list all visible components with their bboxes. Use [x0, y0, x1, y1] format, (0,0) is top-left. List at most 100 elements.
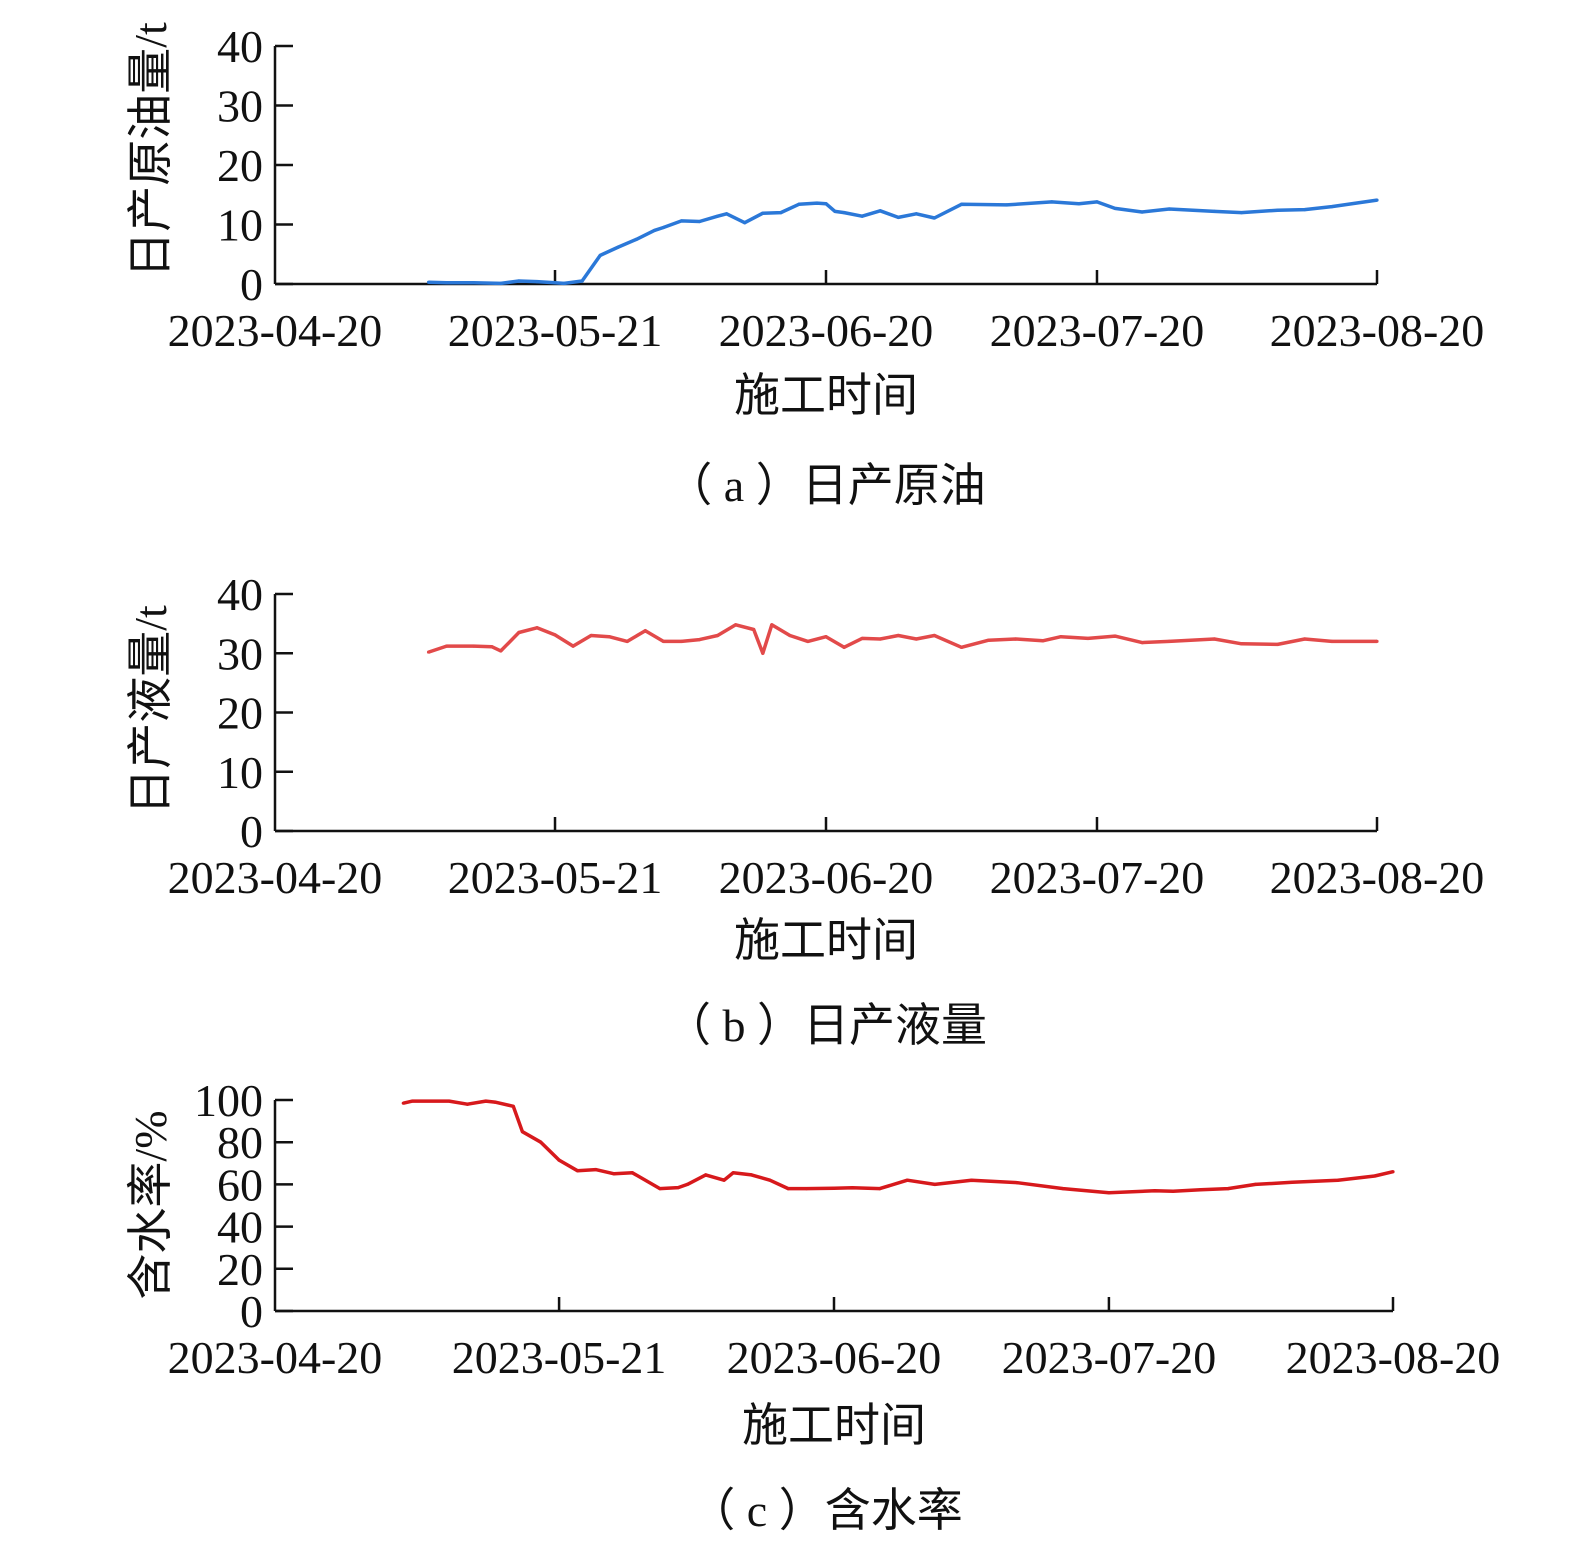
data-point [731, 1171, 735, 1175]
data-point [860, 636, 864, 641]
y-tick-label: 40 [217, 21, 263, 72]
data-point [499, 649, 503, 653]
x-tick-label: 2023-08-20 [1270, 305, 1485, 356]
data-point [704, 1173, 708, 1177]
data-point [878, 1187, 882, 1191]
data-point [1198, 1188, 1203, 1192]
y-tick-label: 10 [217, 747, 263, 798]
data-point [815, 201, 819, 205]
x-tick-label: 2023-06-20 [727, 1332, 942, 1383]
data-point [722, 1178, 726, 1182]
data-point [878, 209, 882, 213]
series-line [428, 198, 1378, 286]
data-point [1061, 1187, 1065, 1191]
panel-caption: （ a ）日产原油 [666, 460, 985, 511]
data-point [1375, 198, 1379, 202]
y-tick-label: 0 [240, 806, 263, 857]
x-tick-label: 2023-06-20 [719, 305, 934, 356]
data-point [589, 633, 593, 638]
data-point [1113, 634, 1117, 638]
x-tick-label: 2023-04-20 [168, 1332, 383, 1383]
data-point [539, 1140, 543, 1144]
data-point [472, 281, 476, 285]
data-point [725, 212, 729, 216]
series-line [428, 623, 1377, 656]
data-point [743, 221, 747, 225]
data-point [786, 1187, 790, 1191]
y-tick-label: 20 [217, 140, 263, 191]
x-tick-label: 2023-06-20 [719, 852, 934, 903]
y-tick-label: 20 [217, 1244, 263, 1295]
data-point [850, 1186, 854, 1190]
data-point [616, 245, 620, 249]
data-point [1336, 1178, 1340, 1182]
y-tick-label: 0 [240, 1286, 263, 1337]
data-point [1041, 639, 1045, 643]
data-point [842, 211, 846, 215]
data-point [1330, 639, 1334, 644]
data-point [969, 1178, 974, 1182]
data-point [1140, 210, 1144, 214]
data-point [426, 650, 431, 654]
data-point [779, 211, 783, 215]
series-line [402, 1099, 1394, 1195]
data-point [1330, 205, 1334, 209]
data-point [661, 225, 666, 230]
data-point [447, 1099, 451, 1103]
data-point [833, 209, 837, 214]
data-point [933, 1182, 937, 1186]
data-point [860, 214, 864, 218]
data-point [1086, 636, 1090, 641]
y-axis-label: 日产原油量/t [125, 22, 176, 278]
data-point [575, 1169, 580, 1173]
data-point [676, 1185, 680, 1190]
y-tick-label: 40 [217, 569, 263, 620]
data-point [959, 202, 964, 206]
data-point [716, 214, 720, 218]
data-point [472, 644, 476, 648]
data-point [598, 253, 602, 258]
x-axis-label: 施工时间 [734, 915, 918, 966]
data-point [824, 202, 828, 206]
data-point [1391, 1170, 1395, 1174]
data-point [770, 623, 774, 627]
y-tick-label: 60 [217, 1159, 263, 1210]
data-point [905, 1178, 909, 1182]
data-point [661, 639, 666, 644]
y-tick-label: 30 [217, 81, 263, 132]
data-point [797, 202, 801, 206]
data-point [734, 623, 738, 627]
data-point [499, 281, 503, 286]
data-point [806, 639, 810, 644]
data-point [426, 280, 431, 284]
data-point [490, 645, 494, 649]
data-point [761, 211, 765, 215]
data-point [562, 281, 566, 286]
data-point [484, 1099, 488, 1103]
data-point [716, 633, 720, 638]
data-point [1212, 209, 1217, 214]
data-point [804, 1187, 809, 1191]
data-point [607, 635, 611, 639]
data-point [1303, 637, 1307, 641]
data-point [1005, 203, 1009, 207]
data-point [511, 1104, 515, 1108]
chart-panel-b: 0 10 20 30 40 2023-04-20 2023-05-21 2023-06-20 2… [125, 569, 1484, 1051]
data-point [1212, 637, 1217, 641]
data-point [1226, 1187, 1230, 1191]
data-point [752, 627, 756, 632]
data-point [1239, 211, 1244, 215]
data-point [878, 637, 882, 641]
data-point [465, 1102, 470, 1106]
chart-panel-a: 0 10 20 30 40 2023-04-20 2023-05-21 2023-06-20 2… [125, 21, 1484, 511]
x-tick-label: 2023-08-20 [1286, 1332, 1501, 1383]
data-point [1113, 206, 1117, 211]
data-point [842, 645, 846, 649]
data-point [1239, 642, 1244, 646]
data-point [1171, 1189, 1175, 1193]
x-tick-label: 2023-07-20 [1002, 1332, 1217, 1383]
y-axis-label: 日产液量/t [125, 605, 176, 815]
y-tick-label: 80 [217, 1117, 263, 1168]
y-tick-label: 40 [217, 1202, 263, 1253]
